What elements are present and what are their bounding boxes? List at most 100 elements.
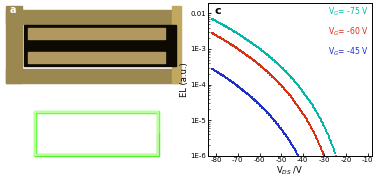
- Point: [220, 38, 226, 41]
- Point: [249, 96, 255, 99]
- Point: [232, 30, 237, 33]
- Point: [296, 106, 302, 109]
- Point: [237, 33, 243, 36]
- Point: [315, 112, 321, 115]
- Point: [294, 103, 300, 106]
- Point: [225, 26, 231, 29]
- Point: [273, 79, 279, 81]
- Point: [209, 32, 215, 35]
- Point: [228, 28, 234, 31]
- Point: [268, 74, 274, 77]
- Point: [317, 144, 323, 147]
- Point: [289, 144, 295, 146]
- Point: [226, 27, 232, 30]
- Point: [237, 34, 243, 37]
- Point: [237, 86, 243, 89]
- Point: [294, 83, 300, 86]
- Point: [298, 88, 304, 91]
- Point: [243, 91, 249, 94]
- Point: [264, 111, 270, 114]
- Point: [266, 113, 272, 115]
- Point: [217, 72, 223, 75]
- Point: [280, 67, 286, 70]
- Point: [218, 73, 224, 76]
- Point: [216, 21, 222, 24]
- Point: [219, 74, 225, 76]
- Point: [226, 41, 232, 44]
- Point: [279, 66, 285, 69]
- Point: [285, 138, 291, 141]
- Point: [304, 172, 310, 175]
- Point: [210, 32, 216, 35]
- Point: [320, 122, 326, 125]
- Point: [239, 50, 245, 53]
- Point: [228, 43, 234, 46]
- Y-axis label: EL (a.u.): EL (a.u.): [180, 62, 189, 97]
- Point: [318, 119, 324, 122]
- Point: [255, 102, 261, 105]
- Point: [231, 30, 237, 33]
- Point: [250, 42, 256, 45]
- Point: [316, 115, 322, 118]
- Point: [291, 79, 297, 81]
- Bar: [6, 69, 178, 83]
- Point: [270, 76, 276, 79]
- Point: [212, 19, 218, 22]
- Point: [304, 95, 310, 98]
- Point: [259, 66, 265, 69]
- Point: [297, 157, 303, 160]
- Point: [285, 91, 291, 94]
- Point: [291, 99, 297, 102]
- Point: [243, 53, 249, 56]
- Point: [259, 105, 265, 108]
- Point: [299, 110, 305, 113]
- Point: [275, 124, 281, 127]
- Point: [300, 90, 306, 93]
- Point: [313, 135, 319, 138]
- Point: [292, 80, 298, 83]
- Point: [227, 28, 233, 30]
- Point: [228, 80, 234, 83]
- Point: [232, 82, 237, 85]
- Point: [297, 86, 303, 89]
- Point: [276, 64, 282, 66]
- Point: [281, 88, 287, 90]
- Point: [262, 109, 268, 112]
- Point: [256, 103, 262, 106]
- Point: [258, 105, 264, 108]
- Point: [288, 96, 294, 99]
- Point: [298, 87, 304, 90]
- Point: [209, 18, 215, 20]
- Point: [259, 49, 265, 52]
- Point: [289, 77, 295, 80]
- Point: [304, 118, 310, 121]
- Point: [273, 61, 279, 64]
- Point: [210, 18, 216, 21]
- Point: [254, 45, 260, 48]
- Point: [310, 131, 316, 134]
- Point: [246, 56, 252, 59]
- Point: [267, 56, 273, 59]
- Point: [278, 127, 284, 130]
- Point: [322, 159, 328, 161]
- Point: [223, 40, 229, 43]
- Point: [298, 159, 304, 162]
- Point: [327, 174, 333, 177]
- Point: [239, 88, 245, 91]
- Point: [261, 50, 267, 53]
- Point: [224, 40, 230, 43]
- Bar: [24, 25, 176, 66]
- Point: [285, 72, 291, 75]
- Point: [282, 69, 288, 72]
- Point: [240, 89, 246, 91]
- Point: [288, 141, 294, 144]
- Point: [327, 171, 332, 174]
- Point: [300, 112, 306, 115]
- Point: [311, 106, 317, 109]
- Point: [293, 81, 299, 84]
- Bar: [28, 28, 165, 39]
- Point: [248, 95, 254, 98]
- Point: [280, 87, 286, 90]
- Point: [251, 59, 257, 62]
- Point: [232, 45, 238, 48]
